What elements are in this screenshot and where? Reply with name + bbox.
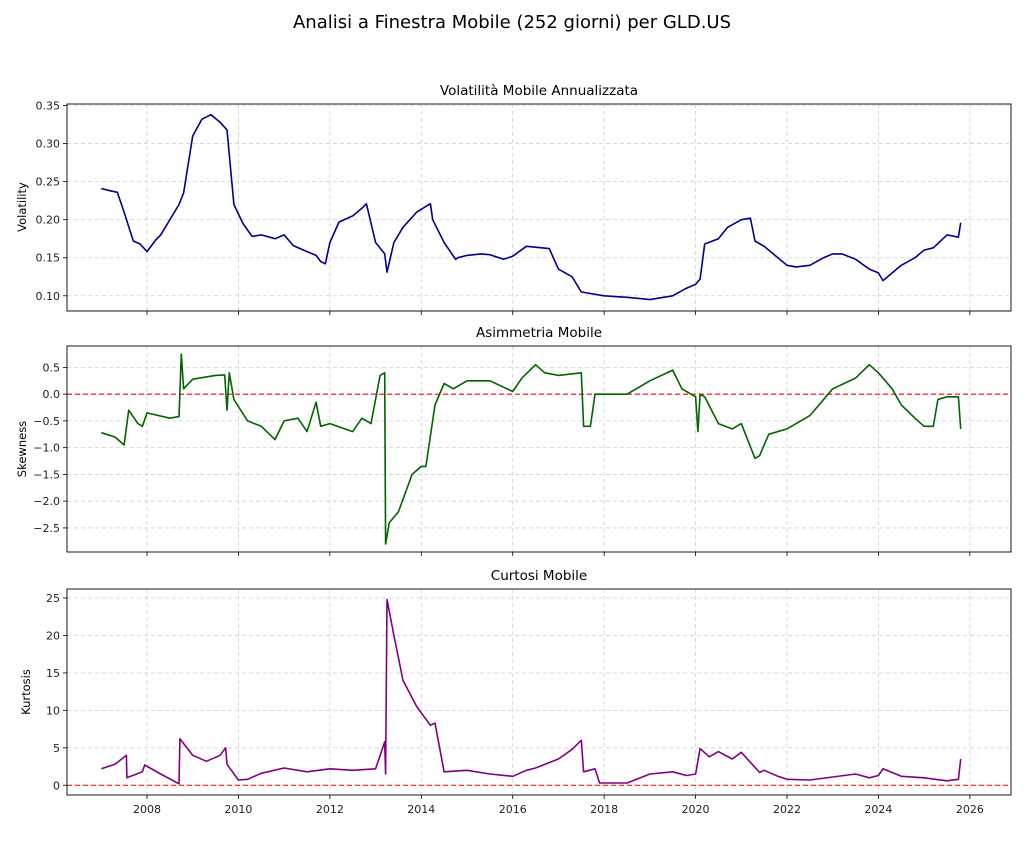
- figure-suptitle: Analisi a Finestra Mobile (252 giorni) p…: [292, 12, 732, 33]
- y-tick-label: −2.5: [33, 522, 60, 535]
- skewness-axes: 0.5 0.0 −0.5 −1.0 −1.5 −2.0 −2.5: [33, 345, 1012, 556]
- volatility-series-line: [101, 113, 962, 301]
- skewness-frame: [66, 345, 1012, 553]
- y-tick-label: 0.5: [43, 361, 61, 374]
- kurtosis-axes: 2008 2010 2012 2014 2016 2018 2020 2022 2024 2026…: [46, 588, 1012, 816]
- y-tick-label: −1.0: [33, 442, 60, 455]
- y-tick-label: 0.20: [36, 214, 61, 227]
- x-tick-label: 2020: [682, 803, 710, 816]
- y-tick-label: 25: [46, 592, 60, 605]
- y-tick-label: −2.0: [33, 495, 60, 508]
- y-tick-label: 0.0: [43, 388, 61, 401]
- y-tick-label: 20: [46, 629, 60, 642]
- x-tick-label: 2026: [956, 803, 984, 816]
- y-tick-label: −1.5: [33, 468, 60, 481]
- kurtosis-series-line: [101, 598, 962, 785]
- y-tick-label: 0: [53, 779, 60, 792]
- y-tick-label: 0.35: [36, 100, 61, 113]
- skewness-panel-title: Asimmetria Mobile: [475, 325, 603, 341]
- y-tick-label: 5: [53, 742, 60, 755]
- y-tick-label: 0.25: [36, 176, 61, 189]
- x-tick-label: 2018: [590, 803, 618, 816]
- x-tick-label: 2012: [316, 803, 344, 816]
- x-tick-label: 2008: [133, 803, 161, 816]
- x-tick-label: 2010: [224, 803, 252, 816]
- y-tick-label: 0.15: [36, 252, 61, 265]
- volatility-frame: [66, 103, 1012, 312]
- x-tick-label: 2016: [499, 803, 527, 816]
- y-tick-label: 0.10: [36, 290, 61, 303]
- volatility-panel-title: Volatilità Mobile Annualizzata: [439, 83, 639, 99]
- kurtosis-frame: [66, 588, 1012, 796]
- skewness-series-line: [101, 353, 962, 545]
- x-tick-label: 2014: [407, 803, 435, 816]
- y-tick-label: 15: [46, 667, 60, 680]
- x-tick-label: 2022: [773, 803, 801, 816]
- kurtosis-panel-title: Curtosi Mobile: [490, 568, 588, 584]
- y-tick-label: −0.5: [33, 415, 60, 428]
- volatility-axes: 0.10 0.15 0.20 0.25 0.30 0.35: [36, 100, 1012, 315]
- x-tick-label: 2024: [864, 803, 892, 816]
- y-tick-label: 10: [46, 704, 60, 717]
- y-tick-label: 0.30: [36, 138, 61, 151]
